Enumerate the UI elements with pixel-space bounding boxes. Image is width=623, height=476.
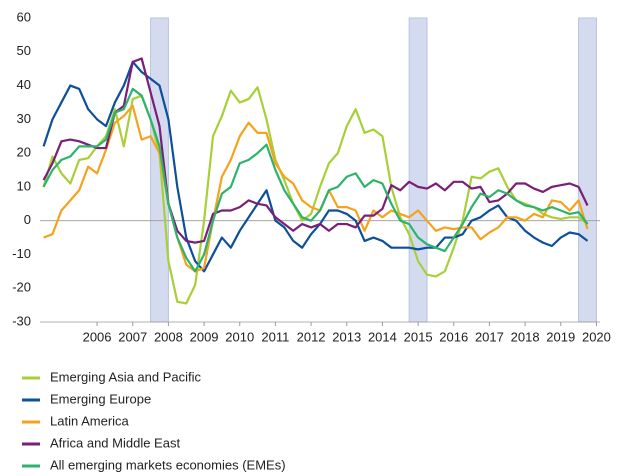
y-tick-label: -10 (12, 246, 31, 261)
legend-label: Emerging Europe (50, 391, 151, 406)
series-line (42, 86, 589, 305)
legend-label: Emerging Asia and Pacific (50, 369, 202, 384)
x-tick-label: 2011 (261, 329, 289, 344)
y-tick-label: 20 (17, 145, 31, 160)
x-tick-label: 2016 (439, 329, 468, 344)
shaded-period (408, 17, 428, 323)
x-tick-label: 2017 (475, 329, 504, 344)
x-tick-label: 2014 (368, 329, 397, 344)
y-tick-label: 0 (24, 212, 31, 227)
shaded-period (578, 17, 597, 323)
y-tick-label: 30 (17, 111, 31, 126)
y-tick-label: 40 (17, 77, 31, 92)
x-tick-label: 2020 (582, 329, 611, 344)
x-tick-label: 2013 (332, 329, 361, 344)
series-line (42, 57, 589, 244)
y-tick-label: 60 (17, 9, 31, 24)
x-tick-label: 2009 (190, 329, 219, 344)
y-tick-label: -20 (12, 280, 31, 295)
y-tick-label: -30 (12, 313, 31, 328)
y-tick-label: 50 (17, 43, 31, 58)
shaded-period (150, 17, 169, 323)
x-tick-label: 2006 (83, 329, 112, 344)
series-line (43, 104, 589, 273)
x-tick-label: 2018 (511, 329, 540, 344)
x-tick-label: 2019 (546, 329, 575, 344)
x-tick-label: 2010 (225, 329, 254, 344)
y-tick-label: 10 (17, 178, 31, 193)
legend-label: Africa and Middle East (50, 435, 180, 450)
x-tick-label: 2015 (404, 329, 433, 344)
x-tick-label: 2007 (118, 329, 147, 344)
legend-label: All emerging markets economies (EMEs) (50, 457, 286, 472)
x-tick-label: 2012 (297, 329, 326, 344)
series-line (42, 87, 589, 273)
legend-label: Latin America (50, 413, 130, 428)
series-line (42, 60, 589, 273)
x-tick-label: 2008 (154, 329, 183, 344)
